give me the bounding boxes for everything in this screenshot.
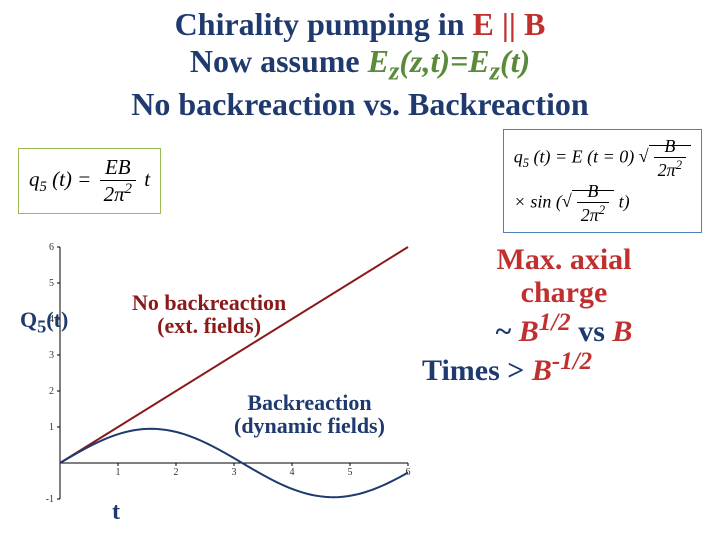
svg-text:3: 3	[232, 467, 237, 478]
s4-e: -1/2	[552, 348, 592, 375]
side-text: Max. axial charge ~ B1/2 vs B Times > B-…	[422, 239, 706, 387]
svg-text:5: 5	[348, 467, 353, 478]
eqr-post: t)	[614, 191, 630, 211]
svg-text:-1: -1	[46, 494, 54, 505]
eqr-s1ds: 2	[676, 158, 682, 172]
s4-b: B	[532, 354, 552, 387]
eqr-b: (t) = E (t = 0)	[529, 146, 639, 166]
title-block: Chirality pumping in E || B Now assume E…	[0, 0, 720, 129]
title-line-3: No backreaction vs. Backreaction	[10, 86, 710, 123]
side-line-1: Max. axial	[422, 243, 706, 276]
eqr-s2ds: 2	[599, 203, 605, 217]
s3-b1: B	[519, 315, 539, 348]
anno-no-backreaction: No backreaction(ext. fields)	[132, 291, 286, 337]
chart: -1123456123456 Q5(t) t No backreaction(e…	[14, 239, 414, 529]
ez-sub2: z	[490, 55, 500, 85]
ez-end: (t)	[500, 43, 530, 79]
s3-pre: ~	[496, 315, 519, 348]
side-line-4: Times > B-1/2	[422, 348, 706, 387]
lower-section: -1123456123456 Q5(t) t No backreaction(e…	[0, 233, 720, 529]
eq-num: EB	[100, 155, 136, 181]
svg-text:6: 6	[49, 242, 54, 253]
svg-text:5: 5	[49, 278, 54, 289]
eqr-s1d: 2π	[658, 160, 676, 180]
chart-svg: -1123456123456	[14, 239, 414, 529]
eqr-a: q	[514, 146, 523, 166]
eqr-s2n: B	[577, 181, 609, 203]
title-EB: E || B	[473, 6, 546, 42]
title-line-1: Chirality pumping in E || B	[10, 6, 710, 43]
equation-row: q5 (t) = EB2π2 t q5 (t) = E (t = 0) B2π2…	[0, 129, 720, 233]
s4-pre: Times >	[422, 354, 532, 387]
svg-text:3: 3	[49, 350, 54, 361]
svg-text:1: 1	[49, 422, 54, 433]
ez-mid: (z,t)=E	[399, 43, 489, 79]
eqr-pre: × sin (	[514, 191, 562, 211]
equation-left: q5 (t) = EB2π2 t	[18, 148, 161, 214]
svg-text:2: 2	[174, 467, 179, 478]
title-text: Now assume	[190, 43, 368, 79]
eqr-s2d: 2π	[581, 205, 599, 225]
svg-text:4: 4	[290, 467, 295, 478]
eq-lhs: q	[29, 166, 40, 190]
equation-right: q5 (t) = E (t = 0) B2π2 × sin (B2π2 t)	[503, 129, 702, 233]
y-axis-label: Q5(t)	[20, 307, 68, 337]
side-line-2: charge	[422, 276, 706, 309]
svg-text:1: 1	[116, 467, 121, 478]
side-line-3: ~ B1/2 vs B	[422, 309, 706, 348]
s3-mid: vs	[571, 315, 613, 348]
eqr-s1n: B	[654, 136, 686, 158]
eq-lhs-sub: 5	[40, 179, 47, 195]
ez-sub: z	[389, 55, 399, 85]
anno-backreaction: Backreaction(dynamic fields)	[234, 391, 385, 437]
svg-text:2: 2	[49, 386, 54, 397]
title-text: Chirality pumping in	[175, 6, 473, 42]
ez-a: E	[368, 43, 389, 79]
eq-tail: t	[139, 166, 150, 190]
x-axis-label: t	[112, 499, 120, 526]
s3-e1: 1/2	[539, 309, 571, 336]
s3-b2: B	[612, 315, 632, 348]
eq-den-sup: 2	[125, 181, 132, 197]
eq-den: 2π	[104, 182, 125, 206]
title-line-2: Now assume Ez(z,t)=Ez(t)	[10, 43, 710, 86]
eq-lhs-arg: (t) =	[47, 166, 97, 190]
